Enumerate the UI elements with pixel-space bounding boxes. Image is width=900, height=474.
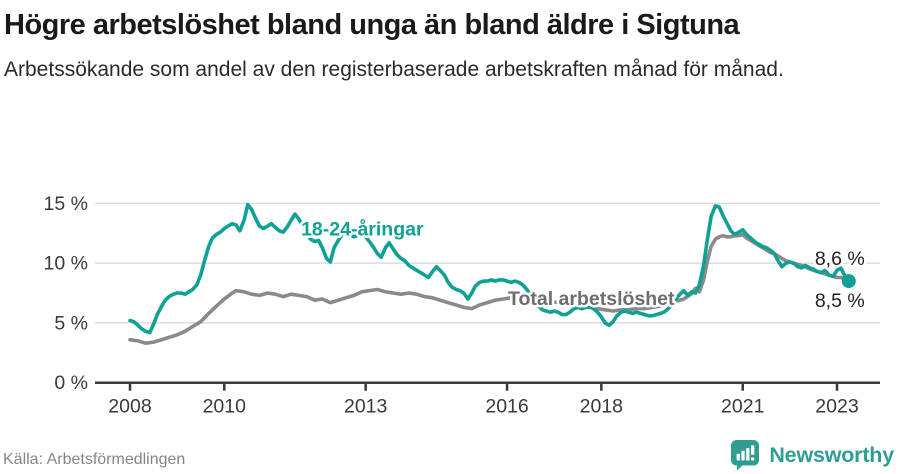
chart-header: Högre arbetslöshet bland unga än bland ä… — [4, 0, 890, 83]
source-note: Källa: Arbetsförmedlingen — [3, 451, 186, 468]
y-tick-label: 15 % — [44, 193, 88, 215]
x-tick-label: 2010 — [203, 396, 247, 418]
end-value-total: 8,6 % — [815, 248, 865, 270]
chart-title: Högre arbetslöshet bland unga än bland ä… — [4, 9, 740, 41]
y-tick-label: 5 % — [54, 312, 88, 334]
x-tick-label: 2023 — [815, 396, 858, 418]
end-value-young: 8,5 % — [815, 290, 865, 312]
newsworthy-logo: Newsworthy — [730, 439, 894, 471]
series-label-young: 18-24-åringar — [301, 218, 424, 241]
x-tick-label: 2018 — [580, 396, 623, 418]
brand-wordmark: Newsworthy — [769, 442, 894, 467]
series-line-total — [128, 232, 851, 345]
series-label-total: Total arbetslöshet — [508, 288, 675, 310]
bar-chart-glyph — [736, 445, 755, 461]
speech-bubble-shape — [731, 440, 760, 471]
chart-subtitle: Arbetssökande som andel av den registerb… — [4, 58, 784, 81]
y-tick-label: 10 % — [44, 253, 88, 275]
x-tick-label: 2016 — [485, 396, 528, 418]
newsworthy-icon — [731, 440, 760, 471]
end-dot — [841, 274, 856, 289]
series-line-young — [128, 202, 851, 335]
x-tick-label: 2013 — [344, 396, 387, 418]
line-chart: 0 % 5 % 10 % 15 % 2008 2010 2013 2016 2018 2021 20… — [44, 193, 880, 418]
y-tick-label: 0 % — [54, 372, 88, 394]
x-tick-label: 2021 — [721, 396, 764, 418]
x-tick-label: 2008 — [108, 396, 151, 418]
